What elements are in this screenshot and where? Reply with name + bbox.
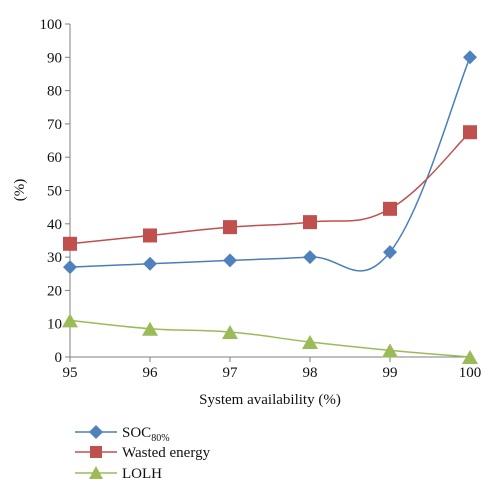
legend-soc-marker: [89, 425, 103, 439]
data-point-lolh: [382, 343, 398, 358]
y-tick-label: 70: [47, 117, 62, 133]
y-tick-label: 0: [55, 350, 63, 366]
y-ticks: 0 10 20 30 40 50 60 70 80 90 100: [40, 17, 70, 366]
data-point-soc: [303, 250, 317, 265]
legend-lolh-marker: [89, 466, 103, 479]
x-axis-title: System availability (%): [199, 392, 341, 408]
legend-wasted-marker: [90, 446, 102, 458]
x-tick-label: 99: [383, 365, 398, 381]
series-lolh: [62, 313, 478, 364]
y-tick-label: 80: [47, 84, 62, 100]
series-line-soc: [69, 57, 471, 272]
x-ticks: 95 96 97 98 99 100: [63, 357, 482, 381]
axes: [69, 24, 470, 358]
x-tick-label: 96: [143, 365, 159, 381]
series-wasted-energy: [63, 125, 477, 251]
y-tick-label: 20: [47, 283, 62, 299]
x-tick-label: 100: [459, 365, 482, 381]
y-tick-label: 10: [47, 317, 62, 333]
y-axis-title: (%): [12, 179, 28, 202]
series-line-wasted-energy: [69, 131, 471, 245]
y-tick-label: 60: [47, 150, 62, 166]
x-tick-label: 98: [303, 365, 318, 381]
y-tick-label: 100: [40, 17, 63, 33]
series-layer: [62, 50, 478, 364]
series-soc: [63, 50, 477, 275]
legend-wasted-label: Wasted energy: [122, 445, 211, 461]
data-point-lolh: [142, 321, 158, 336]
data-point-lolh: [62, 313, 78, 328]
data-point-wasted-energy: [383, 201, 397, 216]
data-point-soc: [463, 50, 477, 65]
x-tick-label: 95: [63, 365, 78, 381]
y-tick-label: 90: [47, 50, 62, 66]
x-tick-label: 97: [223, 365, 239, 381]
data-point-wasted-energy: [143, 228, 157, 243]
data-point-lolh: [222, 325, 238, 340]
data-point-lolh: [302, 335, 318, 350]
data-point-wasted-energy: [223, 220, 237, 235]
data-point-wasted-energy: [63, 236, 77, 251]
y-tick-label: 40: [47, 217, 62, 233]
data-point-soc: [223, 253, 237, 268]
legend-soc-label: SOC80%: [122, 425, 170, 444]
legend: SOC80% Wasted energy LOLH: [75, 425, 211, 482]
y-tick-label: 30: [47, 250, 62, 266]
data-point-soc: [143, 256, 157, 271]
legend-lolh-label: LOLH: [122, 466, 162, 482]
data-point-wasted-energy: [303, 215, 317, 230]
data-point-wasted-energy: [463, 125, 477, 140]
y-tick-label: 50: [47, 184, 62, 200]
data-point-lolh: [462, 350, 478, 364]
data-point-soc: [383, 245, 397, 260]
data-point-soc: [63, 260, 77, 275]
series-line-lolh: [69, 319, 471, 358]
